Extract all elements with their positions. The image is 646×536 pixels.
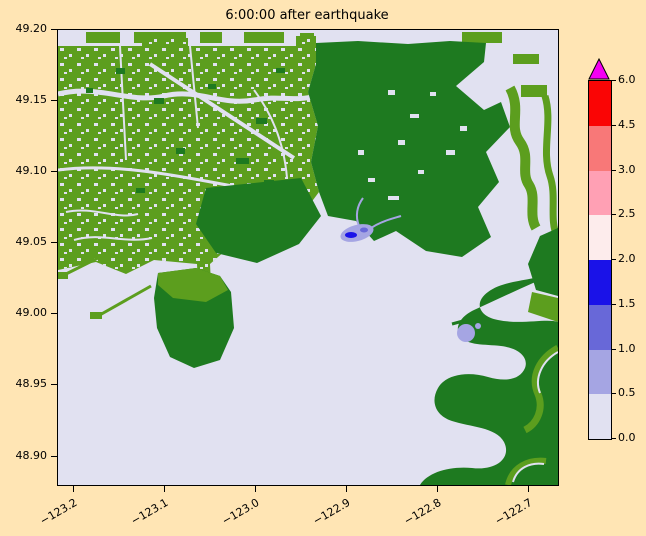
x-tick-label: −122.9 [310,496,353,528]
colorbar-tick-label: 4.5 [618,117,636,131]
x-tick-mark [164,486,166,492]
east-lowland-blob [528,292,558,322]
colorbar-segment [589,349,611,395]
colorbar-tick-mark [612,303,616,305]
colorbar-tick-mark [612,348,616,350]
road-lines [58,45,296,241]
colorbar-tick-mark [612,259,616,260]
x-tick-label: −123.2 [38,496,80,528]
point-roberts-lowland-cap [158,268,228,302]
south-surrey-upland-band [196,178,321,263]
upland-clearing-speckles [358,90,467,200]
x-tick-label: −122.8 [401,496,444,528]
y-tick-label: 49.05 [15,235,48,249]
x-tick-mark [73,486,75,492]
plot-title: 6:00:00 after earthquake [225,8,389,23]
colorbar-tick-label: 2.5 [618,207,636,221]
x-tick-label: −123.1 [129,496,171,528]
colorbar-segment [589,394,611,439]
southeast-valleys [505,344,558,485]
colorbar-tick-label: 0.0 [618,431,636,444]
colorbar-segment [589,260,611,305]
colorbar-tick-mark [612,393,616,395]
y-tick-label: 48.95 [15,377,48,391]
x-tick-label: −123.0 [219,496,262,528]
x-tick-mark [527,486,529,492]
x-tick-label: −122.7 [492,496,535,528]
colorbar-tick-mark [612,438,616,439]
colorbar-segment [589,125,611,171]
east-valley-ribbons [505,85,558,238]
flooded-mud-bay [340,197,402,242]
colorbar-segment [589,215,611,260]
y-tick-mark [51,100,57,102]
colorbar-segment [589,170,611,216]
y-tick-label: 49.10 [15,164,48,178]
colorbar-tick-label: 1.0 [618,341,636,355]
colorbar-tick-mark [612,214,616,216]
river-channel [58,88,317,104]
x-tick-mark [255,486,257,492]
colorbar-segment [589,304,611,350]
x-tick-mark [346,486,348,492]
inundation-map [58,30,558,485]
colorbar-over-triangle [588,58,610,80]
y-tick-mark [51,242,57,244]
colorbar-tick-label: 3.0 [618,162,636,176]
colorbar-tick-mark [612,80,616,81]
northeast-upland-region [308,41,510,257]
y-tick-mark [51,384,57,386]
y-tick-mark [51,455,57,457]
colorbar-tick-label: 0.5 [618,386,636,400]
colorbar-body [588,80,612,440]
colorbar-tick-mark [612,124,616,126]
y-tick-mark [51,29,57,30]
y-tick-label: 49.00 [15,306,48,320]
colorbar-tick-label: 2.0 [618,252,636,265]
causeway-jetties [58,246,152,319]
colorbar-tick-label: 6.0 [618,73,636,86]
y-tick-label: 49.20 [15,22,48,35]
x-tick-mark [437,486,438,492]
colorbar-tick-label: 1.5 [618,296,636,310]
y-tick-label: 49.15 [15,93,48,107]
y-tick-mark [51,171,57,173]
y-tick-label: 48.90 [15,448,48,462]
y-tick-mark [51,313,57,315]
map-plot-area [57,29,559,486]
southeast-upland-region [420,272,558,485]
flooded-harbor [451,316,481,342]
colorbar-tick-mark [612,169,616,171]
colorbar-segment [589,81,611,126]
